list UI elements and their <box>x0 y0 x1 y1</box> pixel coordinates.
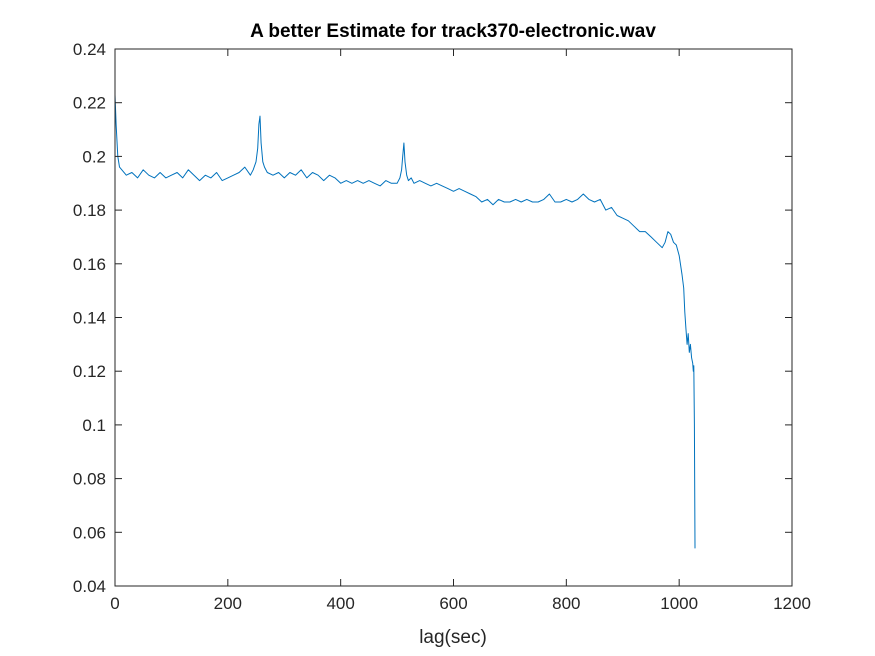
x-tick-label: 600 <box>439 594 467 613</box>
series-layer <box>114 94 696 549</box>
series-line-1 <box>114 94 696 549</box>
y-tick-label: 0.22 <box>73 94 106 113</box>
chart-title: A better Estimate for track370-electroni… <box>250 21 656 42</box>
x-axis-label: lag(sec) <box>419 627 487 648</box>
x-tick-label: 1000 <box>660 594 698 613</box>
y-tick-label: 0.04 <box>73 577 106 596</box>
y-tick-label: 0.18 <box>73 201 106 220</box>
x-tick-label: 200 <box>214 594 242 613</box>
x-tick-label: 1200 <box>773 594 811 613</box>
x-tick-label: 0 <box>110 594 119 613</box>
x-tick-label: 400 <box>326 594 354 613</box>
x-tick-label: 800 <box>552 594 580 613</box>
y-tick-label: 0.2 <box>82 147 106 166</box>
y-tick-label: 0.14 <box>73 309 106 328</box>
plot-background <box>115 49 792 586</box>
y-tick-label: 0.1 <box>82 416 106 435</box>
y-tick-label: 0.16 <box>73 255 106 274</box>
x-axis: 0 200 400 600 800 1000 1200 <box>110 49 811 613</box>
y-tick-label: 0.06 <box>73 523 106 542</box>
y-tick-label: 0.24 <box>73 40 106 59</box>
y-axis: 0.04 0.06 0.08 0.1 0.12 0.14 0.16 0.18 0.2 0.22 0.… <box>73 40 792 596</box>
y-tick-label: 0.08 <box>73 470 106 489</box>
y-tick-label: 0.12 <box>73 362 106 381</box>
